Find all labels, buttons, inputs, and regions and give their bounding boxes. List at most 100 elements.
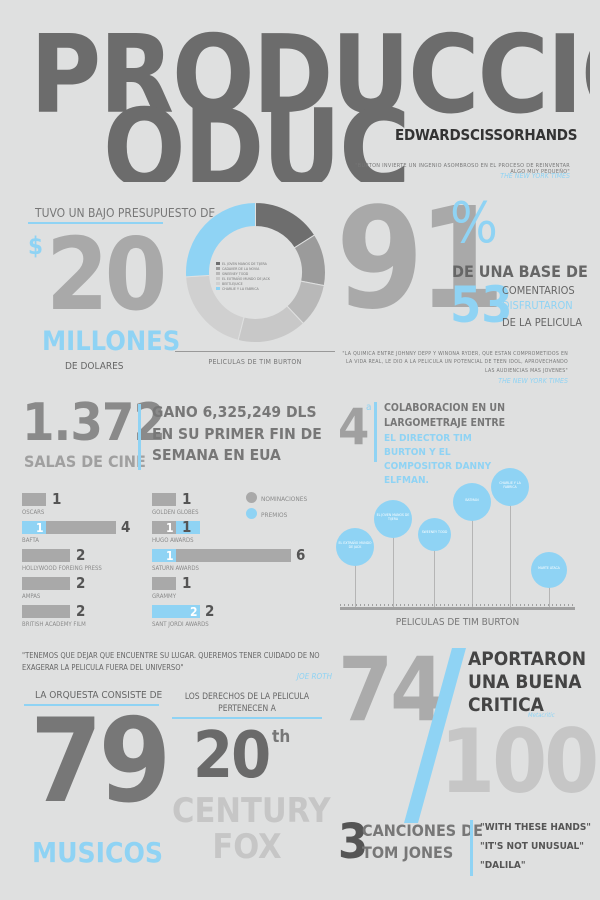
songs-label-b: TOM JONES	[362, 843, 454, 862]
value-oscars-nominations: 1	[52, 490, 62, 508]
collab-divider	[374, 402, 377, 462]
value-ampas-nominations: 2	[76, 574, 86, 592]
timeline-axis	[340, 607, 575, 610]
donut-chart	[185, 201, 326, 343]
songs-divider	[470, 820, 473, 876]
bar-baf-nominations	[22, 605, 70, 618]
timeline-stem	[355, 558, 356, 608]
orchestra-intro: LA ORQUESTA CONSISTE DE	[35, 690, 163, 701]
ratings-line-c: DE LA PELICULA	[502, 316, 583, 329]
donut-legend-item: SWEENEY TODD	[216, 272, 296, 277]
value-saturn-awards: 1	[166, 549, 174, 563]
legend-nominations-label: NOMINACIONES	[261, 495, 308, 503]
critics-slash	[404, 648, 466, 823]
label-ampas: AMPAS	[22, 593, 41, 600]
label-baf: BRITISH ACADEMY FILM	[22, 621, 86, 628]
roth-author: JOE ROTH	[296, 672, 332, 681]
legend-awards-label: PREMIOS	[261, 511, 288, 519]
donut-caption: PELICULAS DE TIM BURTON	[208, 358, 302, 366]
collab-ordinal-sup: a	[366, 402, 372, 413]
timeline-label-1: EL EXTRAÑO MUNDO DE JACK	[338, 541, 372, 549]
cinemas-divider	[138, 404, 141, 470]
donut-slice	[185, 201, 256, 278]
bar-grammy-nominations	[152, 577, 176, 590]
donut-legend-label: SWEENEY TODD	[222, 272, 249, 276]
timeline-bubble-4	[453, 483, 491, 521]
value-bafta-awards: 1	[36, 521, 44, 535]
rights-number: 20	[193, 719, 271, 793]
donut-legend-item: EL EXTRAÑO MUNDO DE JACK	[216, 277, 296, 282]
label-bafta: BAFTA	[22, 537, 39, 544]
donut-legend-label: EL EXTRAÑO MUNDO DE JACK	[222, 277, 270, 281]
donut-legend-label: CADAVER DE LA NOVIA	[222, 267, 260, 271]
bar-saturn-nominations	[176, 549, 291, 562]
rights-rule	[172, 717, 322, 719]
songs-label-a: CANCIONES DE	[362, 821, 483, 840]
timeline-label-7: MARTE ATACA	[538, 566, 560, 570]
timeline-stem	[549, 575, 550, 608]
ratings-base-text: DE UNA BASE DE	[452, 262, 588, 281]
ratings-quote-source: THE NEW YORK TIMES	[498, 377, 568, 385]
bar-globes-nominations	[152, 493, 176, 506]
donut-legend-swatch	[216, 262, 220, 265]
critics-source: Metacritic	[528, 712, 555, 719]
value-santjordi-nominations: 2	[205, 602, 215, 620]
collab-text-b: EL DIRECTOR TIM BURTON Y EL COMPOSITOR D…	[384, 433, 492, 486]
critics-text: APORTARON UNA BUENA CRITICA	[468, 648, 587, 716]
label-grammy: GRAMMY	[152, 593, 176, 600]
timeline-label-2: EL JOVEN MANOS DE TIJERA	[376, 513, 410, 521]
timeline-stem	[393, 528, 394, 608]
timeline-stem	[434, 540, 435, 608]
label-hfp: HOLLYWOOD FOREING PRESS	[22, 565, 102, 572]
ratings-line-a: COMENTARIOS	[502, 284, 575, 297]
roth-quote: "TENEMOS QUE DEJAR QUE ENCUENTRE SU LUGA…	[22, 651, 320, 672]
ratings-percent-sign: %	[450, 191, 498, 256]
bar-bafta-awards	[22, 521, 46, 534]
header-quote-source: THE NEW YORK TIMES	[500, 172, 570, 180]
orchestra-rule	[24, 704, 159, 706]
label-oscars: OSCARS	[22, 509, 45, 516]
weekend-earnings: GANO 6,325,249 DLS EN SU PRIMER FIN DE S…	[152, 403, 322, 465]
value-globes-nominations: 1	[182, 490, 192, 508]
ratings-line-b: DISFRUTARON	[502, 299, 573, 312]
collab-text-a: COLABORACION EN UN LARGOMETRAJE ENTRE	[384, 402, 506, 429]
label-hugo: HUGO AWARDS	[152, 537, 194, 544]
value-hugo-nominations: 1	[166, 521, 174, 535]
value-grammy-nominations: 1	[182, 574, 192, 592]
legend-nominations-swatch	[246, 492, 257, 503]
timeline-label-5: CHARLIE Y LA FABRICA	[499, 481, 521, 489]
rights-number-sup: th	[272, 727, 291, 747]
title-bottom: ODUC	[103, 96, 409, 182]
donut-legend-swatch	[216, 282, 220, 285]
donut-legend-swatch	[216, 267, 220, 270]
critics-top: 74	[338, 638, 445, 741]
timeline-bubble-1	[336, 528, 374, 566]
donut-legend-item: BEETLEJUICE	[216, 282, 296, 287]
ratings-base-number: 53	[450, 276, 513, 334]
timeline-stem	[472, 505, 473, 608]
value-hfp-nominations: 2	[76, 546, 86, 564]
budget-amount: 20	[46, 216, 167, 333]
donut-legend-item: CADAVER DE LA NOVIA	[216, 267, 296, 272]
donut-legend-item: EL JOVEN MANOS DE TIJERA	[216, 262, 296, 267]
donut-legend-swatch	[216, 277, 220, 280]
budget-rule	[28, 222, 163, 224]
bar-bafta-nominations	[46, 521, 116, 534]
songs-number: 3	[338, 814, 369, 870]
budget-currency: $	[28, 232, 44, 260]
orchestra-label: MUSICOS	[32, 836, 164, 869]
donut-legend-swatch	[216, 272, 220, 275]
song-title-1: "WITH THESE HANDS"	[480, 822, 591, 833]
brand-name: EDWARDSCISSORHANDS	[395, 126, 578, 144]
orchestra-number: 79	[30, 694, 171, 829]
donut-legend-item: CHARLIE Y LA FABRICA	[216, 287, 296, 292]
timeline-label-3: SWEENEY TODD	[421, 530, 448, 534]
critics-bottom: 100	[440, 710, 599, 813]
ratings-percent-value: 91	[336, 178, 505, 341]
donut-legend: EL JOVEN MANOS DE TIJERA CADAVER DE LA NO…	[216, 262, 296, 292]
bar-hugo-awards	[176, 521, 200, 534]
timeline-caption: PELICULAS DE TIM BURTON	[395, 617, 520, 628]
bar-saturn-awards	[152, 549, 176, 562]
